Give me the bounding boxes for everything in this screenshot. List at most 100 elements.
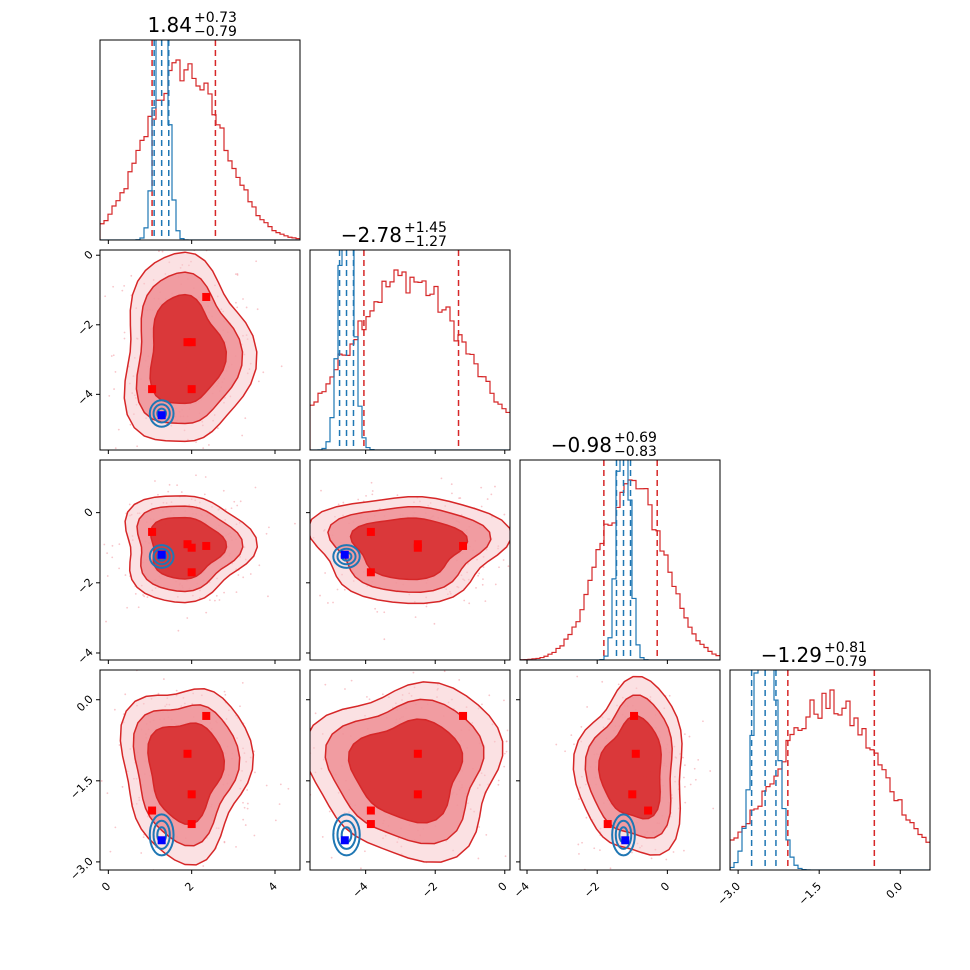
- sample-point: [617, 651, 619, 653]
- panel-frame-1-0: [99, 249, 301, 451]
- title-minus-2: −0.83: [614, 444, 657, 460]
- sample-point: [279, 455, 281, 457]
- sample-point: [585, 816, 588, 819]
- sample-point: [514, 535, 516, 537]
- sample-point: [106, 575, 109, 577]
- sample-point: [281, 777, 283, 779]
- y-tick-label: 0.0: [74, 693, 96, 715]
- blue-contour-level-1: [336, 819, 357, 850]
- red-contour-level-2: [149, 293, 228, 405]
- sample-point: [320, 489, 322, 492]
- sample-point: [145, 872, 147, 874]
- sample-point: [92, 797, 94, 799]
- broad-posterior-histogram: [730, 689, 930, 870]
- sample-point: [175, 689, 178, 692]
- sample-point: [504, 855, 507, 858]
- sample-point: [235, 301, 237, 304]
- sample-point: [344, 688, 346, 690]
- sample-point: [176, 484, 179, 487]
- sample-point: [112, 354, 115, 357]
- red-contour-level-2: [347, 718, 464, 824]
- sample-point: [106, 552, 109, 554]
- sample-point: [503, 513, 506, 516]
- x-tick-label: 0: [658, 880, 672, 894]
- sample-point: [265, 784, 268, 787]
- scatter-panel-1-0: [104, 237, 283, 490]
- sample-point: [246, 789, 249, 791]
- sample-point: [712, 807, 715, 810]
- title-plus-2: +0.69: [614, 430, 657, 446]
- sample-point: [294, 534, 296, 536]
- red-marker: [366, 806, 375, 815]
- sample-point: [684, 785, 686, 788]
- sample-point: [114, 447, 117, 450]
- red-contour-level-2: [349, 517, 469, 581]
- sample-point: [361, 668, 363, 670]
- panel-frame-0-0: [99, 39, 301, 241]
- sample-point: [280, 681, 282, 683]
- sample-point: [157, 493, 159, 496]
- sample-point: [440, 477, 443, 480]
- sample-point: [477, 857, 480, 860]
- sample-point: [350, 679, 353, 682]
- red-marker: [183, 540, 192, 549]
- sample-point: [171, 488, 173, 490]
- sample-point: [668, 694, 671, 697]
- sample-point: [278, 803, 281, 805]
- x-tick-label: −3.0: [715, 880, 743, 908]
- sample-point: [86, 852, 88, 854]
- sample-point: [506, 729, 509, 732]
- scatter-panel-2-1: [294, 477, 516, 641]
- x-tick-label: −2: [581, 880, 602, 901]
- sample-point: [544, 788, 546, 790]
- sample-point: [177, 629, 180, 632]
- x-tick-label: −1.5: [796, 880, 824, 908]
- blue-contour-level-1: [152, 403, 171, 424]
- sample-point: [273, 693, 275, 695]
- sample-point: [365, 494, 367, 497]
- sample-point: [134, 592, 137, 595]
- sample-point: [306, 534, 308, 536]
- sample-point: [118, 744, 121, 746]
- red-marker: [187, 385, 196, 394]
- sample-point: [514, 767, 516, 769]
- sample-point: [253, 750, 256, 753]
- red-marker: [459, 711, 468, 720]
- sample-point: [555, 743, 558, 746]
- sample-point: [314, 712, 317, 715]
- sample-point: [484, 600, 487, 603]
- sample-point: [217, 237, 219, 239]
- panel-frame-1-1: [309, 249, 511, 451]
- sample-point: [235, 591, 238, 594]
- sample-point: [136, 903, 138, 905]
- title-plus-3: +0.81: [824, 640, 867, 656]
- sample-point: [154, 480, 156, 482]
- sample-point: [157, 692, 160, 695]
- sample-point: [123, 337, 126, 340]
- sample-point: [103, 543, 106, 546]
- sample-point: [328, 810, 331, 813]
- sample-point: [92, 573, 94, 575]
- sample-point: [582, 872, 584, 874]
- sample-point: [254, 771, 256, 774]
- sample-point: [114, 826, 117, 829]
- sample-point: [143, 595, 146, 598]
- sample-point: [553, 818, 555, 820]
- sample-point: [274, 841, 276, 843]
- sample-point: [195, 441, 197, 444]
- sample-point: [161, 250, 164, 253]
- sample-point: [104, 295, 107, 298]
- y-tick-label: −4: [75, 646, 96, 667]
- sample-point: [319, 594, 321, 597]
- sample-point: [254, 486, 257, 489]
- blue-contour-level-1: [614, 819, 633, 850]
- red-marker: [148, 527, 157, 536]
- sample-point: [224, 645, 226, 647]
- blue-contour-level-1: [336, 547, 357, 566]
- sample-point: [108, 394, 111, 397]
- y-tick-label: −1.5: [68, 774, 96, 802]
- sample-point: [524, 789, 526, 791]
- scatter-panel-2-0: [92, 474, 296, 632]
- sample-point: [207, 444, 210, 446]
